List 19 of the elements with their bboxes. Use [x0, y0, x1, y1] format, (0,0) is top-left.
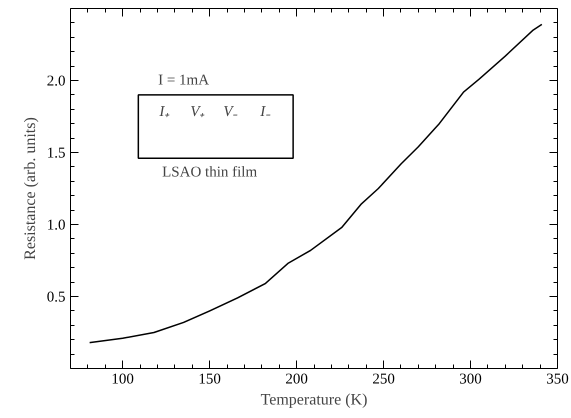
y-axis-title: Resistance (arb. units) [22, 117, 39, 260]
y-tick-label: 1.5 [46, 146, 66, 162]
x-tick-label: 100 [111, 372, 134, 388]
line-series [88, 24, 543, 344]
annotation: V₋ [223, 104, 238, 120]
x-tick-label: 350 [546, 372, 569, 388]
y-tick-label: 2.0 [46, 74, 66, 90]
y-tick-label: 0.5 [46, 290, 66, 306]
annotation: LSAO thin film [162, 164, 258, 181]
x-tick-label: 150 [198, 372, 221, 388]
x-axis-title: Temperature (K) [260, 392, 368, 408]
x-tick-label: 300 [459, 372, 482, 388]
annotation: I₊ [158, 104, 170, 120]
annotation: V₊ [190, 104, 205, 120]
y-tick-label: 1.0 [46, 218, 66, 234]
x-tick-label: 200 [285, 372, 308, 388]
x-tick-label: 250 [372, 372, 395, 388]
annotation: I₋ [259, 104, 270, 120]
annotation: I = 1mA [158, 72, 210, 88]
